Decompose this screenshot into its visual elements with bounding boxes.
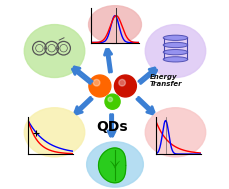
Circle shape: [118, 79, 125, 86]
Ellipse shape: [88, 6, 141, 43]
Circle shape: [104, 94, 120, 109]
Ellipse shape: [24, 108, 85, 157]
Ellipse shape: [163, 35, 187, 40]
Text: QDs: QDs: [96, 120, 128, 134]
Ellipse shape: [144, 25, 205, 77]
Text: Energy
Transfer: Energy Transfer: [149, 74, 182, 87]
Circle shape: [114, 75, 136, 97]
Circle shape: [93, 79, 99, 86]
Ellipse shape: [24, 25, 85, 77]
Circle shape: [108, 97, 112, 102]
Ellipse shape: [163, 50, 187, 55]
Ellipse shape: [144, 108, 205, 157]
Ellipse shape: [163, 42, 187, 48]
Circle shape: [89, 75, 110, 97]
Ellipse shape: [163, 57, 187, 62]
Ellipse shape: [86, 142, 143, 187]
Polygon shape: [98, 148, 125, 183]
